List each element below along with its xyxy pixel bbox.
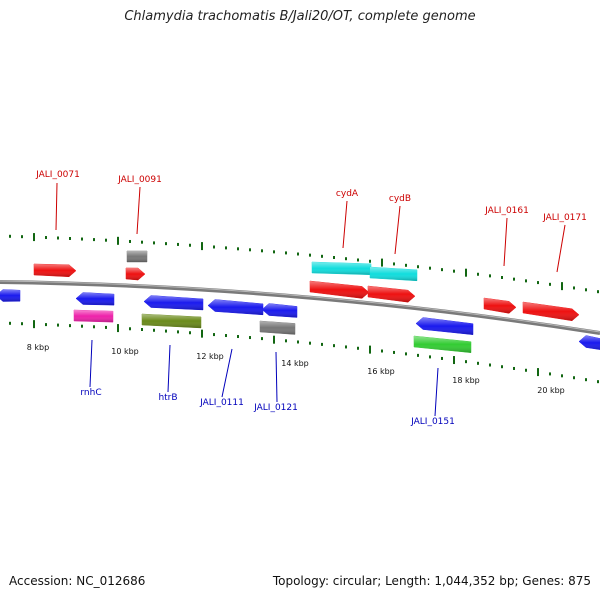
scale-label: 18 kbp xyxy=(452,376,480,385)
genome-backbone xyxy=(0,280,600,335)
feature-shading xyxy=(368,286,415,303)
gene-label: cydA xyxy=(336,189,359,199)
feature-shading xyxy=(34,264,76,277)
feature-shading xyxy=(260,321,295,335)
inner-tick-ring xyxy=(9,320,599,384)
feature-shading xyxy=(416,317,473,335)
feature-shading xyxy=(126,268,145,281)
feature-shading xyxy=(484,298,516,314)
gene-labels: JALI_0071 JALI_0091 cydA cydB JALI_0161 JALI_… xyxy=(35,170,587,427)
feature-shading xyxy=(310,281,369,299)
feature-shading xyxy=(0,289,20,302)
feature-shading xyxy=(262,303,297,318)
feature-shading xyxy=(74,310,113,323)
map-title: Chlamydia trachomatis B/Jali20/OT, compl… xyxy=(124,9,476,24)
feature-shading xyxy=(414,336,471,353)
feature-track xyxy=(0,250,600,353)
feature-shading xyxy=(370,267,417,281)
label-leader-lines xyxy=(55,182,566,417)
leader-line xyxy=(503,217,508,267)
feature-shading xyxy=(142,314,201,328)
outer-tick-ring xyxy=(9,233,599,294)
scale-label: 12 kbp xyxy=(196,352,224,361)
leader-line xyxy=(136,186,141,235)
leader-line xyxy=(434,367,439,417)
leader-line xyxy=(167,344,171,393)
feature-shading xyxy=(208,299,263,315)
gene-label: cydB xyxy=(389,194,411,204)
leader-line xyxy=(342,200,348,249)
gene-label: JALI_0161 xyxy=(484,206,529,216)
feature-shading xyxy=(579,335,600,350)
feature-shading xyxy=(144,295,203,310)
gene-label: JALI_0151 xyxy=(410,417,455,427)
feature-shading xyxy=(312,262,371,275)
feature-shading xyxy=(76,292,114,306)
leader-line xyxy=(89,339,93,388)
gene-label: JALI_0111 xyxy=(199,398,244,408)
scale-label: 20 kbp xyxy=(537,386,565,395)
gene-label: rnhC xyxy=(80,388,101,398)
leader-line xyxy=(55,182,58,231)
leader-line xyxy=(394,205,401,255)
genome-summary-text: Topology: circular; Length: 1,044,352 bp… xyxy=(272,574,591,588)
feature-shading xyxy=(127,251,147,262)
gene-label: JALI_0171 xyxy=(542,213,587,223)
gene-label: JALI_0121 xyxy=(253,403,298,413)
scale-label: 16 kbp xyxy=(367,367,395,376)
leader-line xyxy=(221,348,233,398)
gene-label: htrB xyxy=(158,393,177,403)
gene-label: JALI_0071 xyxy=(35,170,80,180)
genome-backbone-highlight xyxy=(0,280,600,333)
accession-text: Accession: NC_012686 xyxy=(9,574,146,588)
scale-labels: 8 kbp 10 kbp 12 kbp 14 kbp 16 kbp 18 kbp 20 kb… xyxy=(27,343,565,395)
scale-label: 8 kbp xyxy=(27,343,49,352)
feature-shading xyxy=(523,302,579,321)
leader-line xyxy=(556,224,566,273)
leader-line xyxy=(275,351,278,403)
scale-label: 10 kbp xyxy=(111,347,139,356)
scale-label: 14 kbp xyxy=(281,359,309,368)
gene-label: JALI_0091 xyxy=(117,175,162,185)
